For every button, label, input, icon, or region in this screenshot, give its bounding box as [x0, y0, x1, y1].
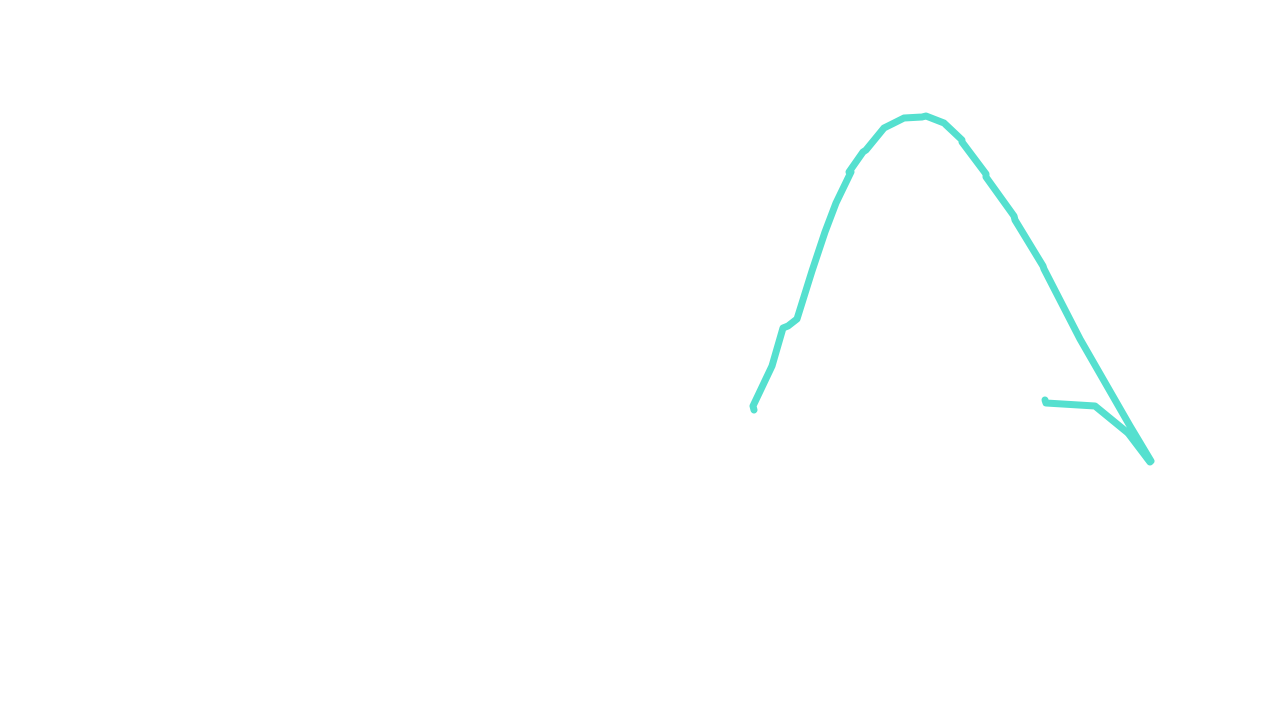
freehand-stroke-hook	[1041, 396, 1132, 437]
freehand-stroke-arc	[749, 112, 1155, 466]
